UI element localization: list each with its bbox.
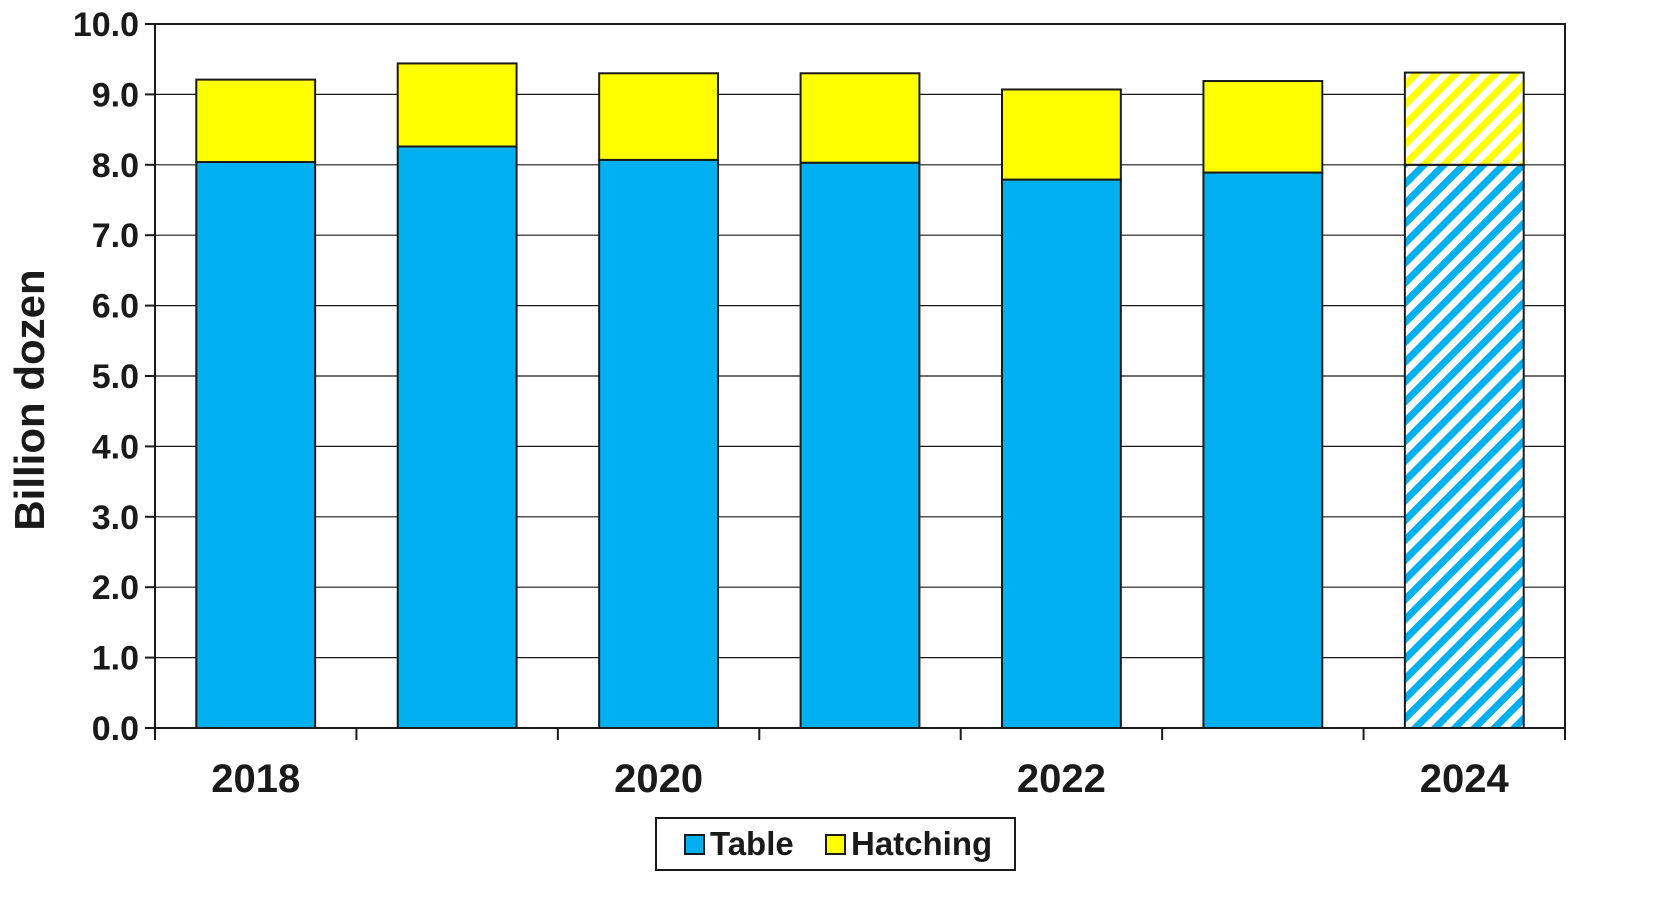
- bar-hatching-2019: [396, 62, 518, 148]
- y-tick-label: 9.0: [92, 76, 139, 114]
- bar-table-2021: [799, 161, 921, 730]
- y-axis-title: Billion dozen: [6, 269, 53, 530]
- y-tick-label: 1.0: [92, 640, 139, 678]
- x-tick-label: 2020: [614, 757, 703, 801]
- bar-table-2024: [1403, 163, 1525, 730]
- y-tick-label: 10.0: [73, 6, 139, 44]
- bar-table-2019: [396, 145, 518, 730]
- legend-label-table: Table: [710, 825, 794, 862]
- x-tick-label: 2022: [1017, 757, 1106, 801]
- y-tick-label: 8.0: [92, 147, 139, 185]
- y-tick-label: 0.0: [92, 710, 139, 748]
- legend: Table Hatching: [655, 817, 1016, 871]
- y-tick-label: 7.0: [92, 217, 139, 255]
- bar-table-2020: [598, 158, 719, 729]
- y-tick-label: 2.0: [92, 569, 139, 607]
- legend-swatch-table: [684, 834, 705, 855]
- y-tick-label: 4.0: [92, 428, 139, 466]
- legend-label-hatching: Hatching: [851, 825, 992, 862]
- bar-hatching-2018: [195, 78, 317, 163]
- bar-hatching-2023: [1202, 80, 1324, 174]
- bar-table-2023: [1202, 171, 1324, 729]
- bar-hatching-2021: [799, 72, 921, 164]
- bar-hatching-2024: [1403, 71, 1525, 166]
- bar-hatching-2022: [1001, 88, 1122, 181]
- legend-swatch-hatching: [825, 834, 846, 855]
- bars: [195, 62, 1525, 730]
- axes: 0.0 1.0 2.0 3.0 4.0 5.0 6.0 7.0 8.0 9.0 10.0 2018 20…: [73, 6, 1566, 801]
- x-tick-label: 2024: [1420, 757, 1510, 801]
- bar-hatching-2020: [598, 72, 719, 161]
- y-tick-label: 6.0: [92, 288, 139, 326]
- y-tick-label: 3.0: [92, 499, 139, 537]
- x-tick-label: 2018: [211, 757, 300, 801]
- bar-table-2018: [195, 160, 317, 729]
- bar-table-2022: [1001, 178, 1122, 730]
- y-tick-label: 5.0: [92, 358, 139, 396]
